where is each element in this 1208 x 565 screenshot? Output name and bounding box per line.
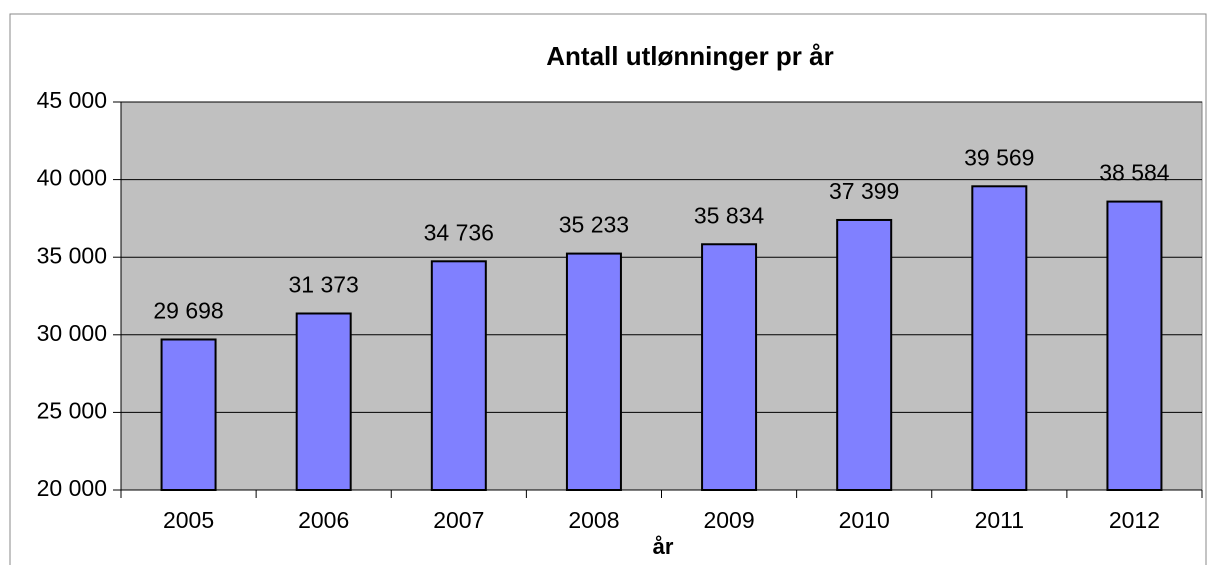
data-label: 31 373: [289, 272, 359, 298]
bar: [1106, 200, 1163, 491]
data-label: 35 834: [694, 202, 765, 228]
y-tick-label: 25 000: [37, 397, 107, 423]
bar: [430, 260, 487, 491]
bar: [565, 252, 622, 491]
bar: [160, 338, 217, 491]
x-axis-label: år: [653, 534, 674, 559]
data-label: 34 736: [424, 219, 494, 245]
chart-frame: [9, 13, 1207, 565]
x-tick-label: 2005: [163, 507, 214, 533]
plot-area: [120, 101, 1203, 491]
x-tick-label: 2009: [703, 507, 754, 533]
y-tick-label: 30 000: [37, 320, 107, 346]
data-label: 37 399: [829, 178, 899, 204]
y-tick-label: 20 000: [37, 475, 107, 501]
x-tick-label: 2010: [839, 507, 890, 533]
data-label: 39 569: [964, 144, 1034, 170]
y-tick-label: 40 000: [37, 165, 107, 191]
bar: [836, 218, 893, 491]
x-tick-label: 2006: [298, 507, 349, 533]
data-label: 38 584: [1099, 160, 1170, 186]
y-tick-label: 45 000: [37, 87, 107, 113]
data-label: 35 233: [559, 212, 629, 238]
x-tick-label: 2012: [1109, 507, 1160, 533]
x-tick-label: 2008: [568, 507, 619, 533]
chart-title: Antall utlønninger pr år: [546, 41, 833, 71]
x-tick-label: 2011: [975, 507, 1024, 533]
bar: [295, 312, 352, 491]
y-tick-label: 35 000: [37, 242, 107, 268]
data-label: 29 698: [153, 298, 223, 324]
x-tick-label: 2007: [433, 507, 484, 533]
bar: [971, 185, 1028, 491]
bar: [701, 243, 758, 491]
